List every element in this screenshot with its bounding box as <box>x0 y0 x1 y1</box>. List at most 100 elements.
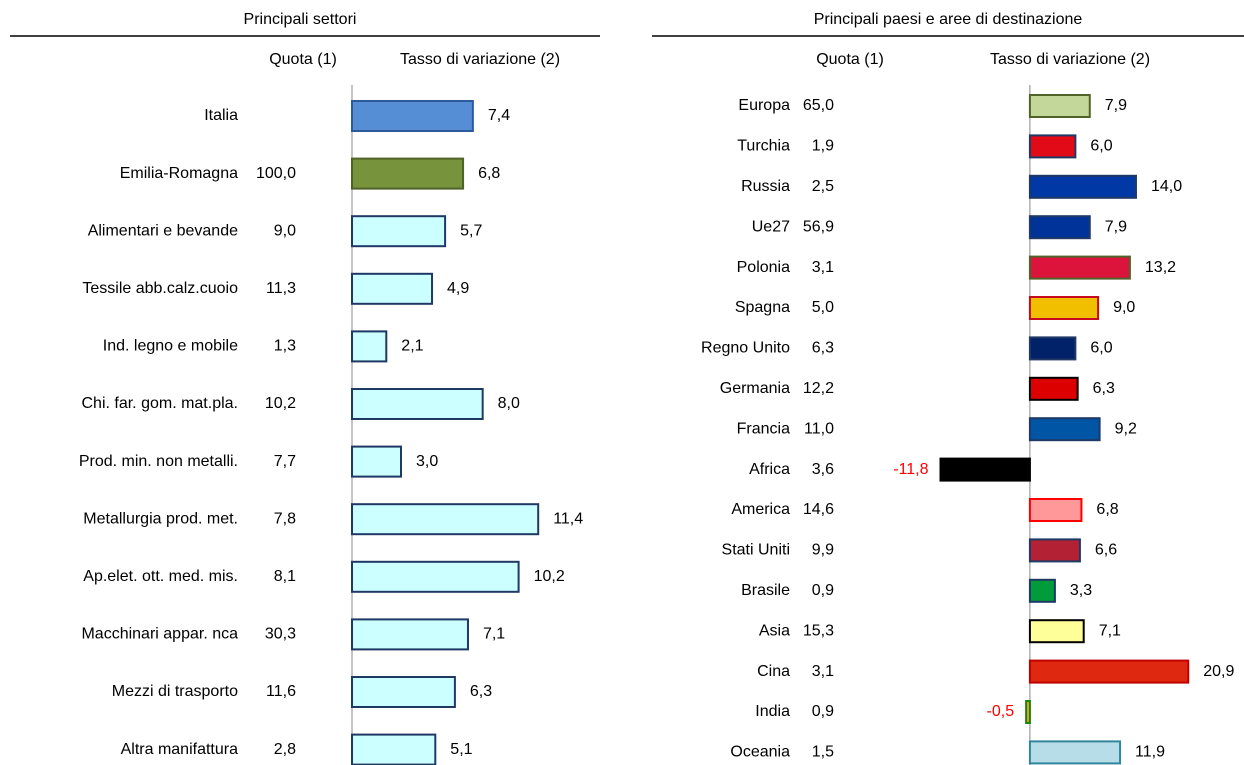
quota-label: 14,6 <box>803 501 834 518</box>
quota-label: 12,2 <box>803 380 834 397</box>
quota-label: 65,0 <box>803 97 834 114</box>
quota-label: 0,9 <box>812 703 834 720</box>
category-label: Metallurgia prod. met. <box>83 510 238 527</box>
category-label: Stati Uniti <box>722 542 790 559</box>
category-label: Ue27 <box>752 218 790 235</box>
bar <box>1028 94 1091 118</box>
bar <box>1028 215 1091 240</box>
bar <box>351 215 447 248</box>
bar <box>351 733 437 765</box>
category-label: Cina <box>757 663 790 680</box>
value-label: 11,4 <box>553 510 583 527</box>
bar <box>1028 336 1077 361</box>
column-header: Tasso di variazione (2) <box>990 51 1150 68</box>
value-label: 5,7 <box>460 222 482 239</box>
bar <box>351 157 465 190</box>
value-label: 20,9 <box>1203 663 1234 680</box>
panel-title: Principali paesi e aree di destinazione <box>814 11 1083 28</box>
value-label: 5,1 <box>450 741 472 758</box>
bar <box>351 560 520 593</box>
quota-label: 1,3 <box>274 338 296 355</box>
bar <box>1028 255 1131 280</box>
value-label: 7,4 <box>488 107 510 124</box>
bar <box>1028 498 1083 522</box>
quota-label: 8,1 <box>274 568 296 585</box>
quota-label: 9,9 <box>812 542 834 559</box>
value-label: 4,9 <box>447 280 469 297</box>
category-label: Spagna <box>735 299 790 316</box>
bar <box>1028 417 1101 442</box>
value-label: 14,0 <box>1151 178 1182 195</box>
bar <box>1028 296 1100 320</box>
value-label: -11,8 <box>893 461 928 478</box>
bar <box>351 676 456 708</box>
category-label: Chi. far. gom. mat.pla. <box>81 395 238 412</box>
bar <box>1028 659 1190 684</box>
bar <box>1025 700 1031 724</box>
category-label: Tessile abb.calz.cuoio <box>82 280 238 297</box>
bar <box>1028 376 1079 401</box>
column-header: Quota (1) <box>269 51 337 68</box>
category-label: America <box>731 501 790 518</box>
bar <box>939 457 1031 482</box>
bar <box>351 272 434 305</box>
value-label: -0,5 <box>987 703 1015 720</box>
value-label: 6,6 <box>1095 542 1117 559</box>
quota-label: 1,9 <box>812 138 834 155</box>
category-label: Macchinari appar. nca <box>81 626 238 643</box>
bar <box>1028 174 1137 199</box>
quota-label: 2,8 <box>274 741 296 758</box>
value-label: 9,2 <box>1115 420 1137 437</box>
quota-label: 100,0 <box>256 165 296 182</box>
category-label: Polonia <box>737 259 790 276</box>
quota-label: 1,5 <box>812 744 834 761</box>
value-label: 6,8 <box>478 165 500 182</box>
value-label: 6,3 <box>1093 380 1115 397</box>
category-label: Russia <box>741 178 790 195</box>
category-label: Brasile <box>741 582 790 599</box>
column-header: Quota (1) <box>816 51 884 68</box>
category-label: Emilia-Romagna <box>120 165 238 182</box>
category-label: Turchia <box>737 138 790 155</box>
value-label: 3,3 <box>1070 582 1092 599</box>
column-header: Tasso di variazione (2) <box>400 51 560 68</box>
quota-label: 6,3 <box>812 340 834 357</box>
quota-label: 15,3 <box>803 622 834 639</box>
value-label: 13,2 <box>1145 259 1176 276</box>
category-label: Francia <box>737 420 790 437</box>
category-label: Ap.elet. ott. med. mis. <box>83 568 238 585</box>
category-label: Alimentari e bevande <box>88 222 238 239</box>
value-label: 6,3 <box>470 683 492 700</box>
value-label: 2,1 <box>401 338 423 355</box>
category-label: Oceania <box>730 744 790 761</box>
quota-label: 30,3 <box>265 626 296 643</box>
value-label: 9,0 <box>1113 299 1135 316</box>
category-label: Italia <box>204 107 238 124</box>
quota-label: 3,1 <box>812 259 834 276</box>
bar <box>1028 740 1122 765</box>
quota-label: 3,6 <box>812 461 834 478</box>
category-label: Europa <box>738 97 790 114</box>
bar <box>351 618 469 651</box>
quota-label: 0,9 <box>812 582 834 599</box>
value-label: 10,2 <box>534 568 565 585</box>
bar <box>1028 619 1085 644</box>
quota-label: 11,0 <box>804 420 834 437</box>
bar <box>351 330 388 363</box>
value-label: 8,0 <box>498 395 520 412</box>
category-label: India <box>755 703 790 720</box>
value-label: 7,1 <box>483 626 505 643</box>
value-label: 3,0 <box>416 453 438 470</box>
category-label: Prod. min. non metalli. <box>79 453 238 470</box>
quota-label: 10,2 <box>265 395 296 412</box>
bar <box>351 388 484 420</box>
category-label: Africa <box>749 461 790 478</box>
value-label: 11,9 <box>1135 744 1165 761</box>
bar <box>1028 578 1056 603</box>
value-label: 7,9 <box>1105 218 1127 235</box>
quota-label: 3,1 <box>812 663 834 680</box>
category-label: Germania <box>720 380 790 397</box>
value-label: 7,1 <box>1099 622 1121 639</box>
bar <box>351 445 402 478</box>
